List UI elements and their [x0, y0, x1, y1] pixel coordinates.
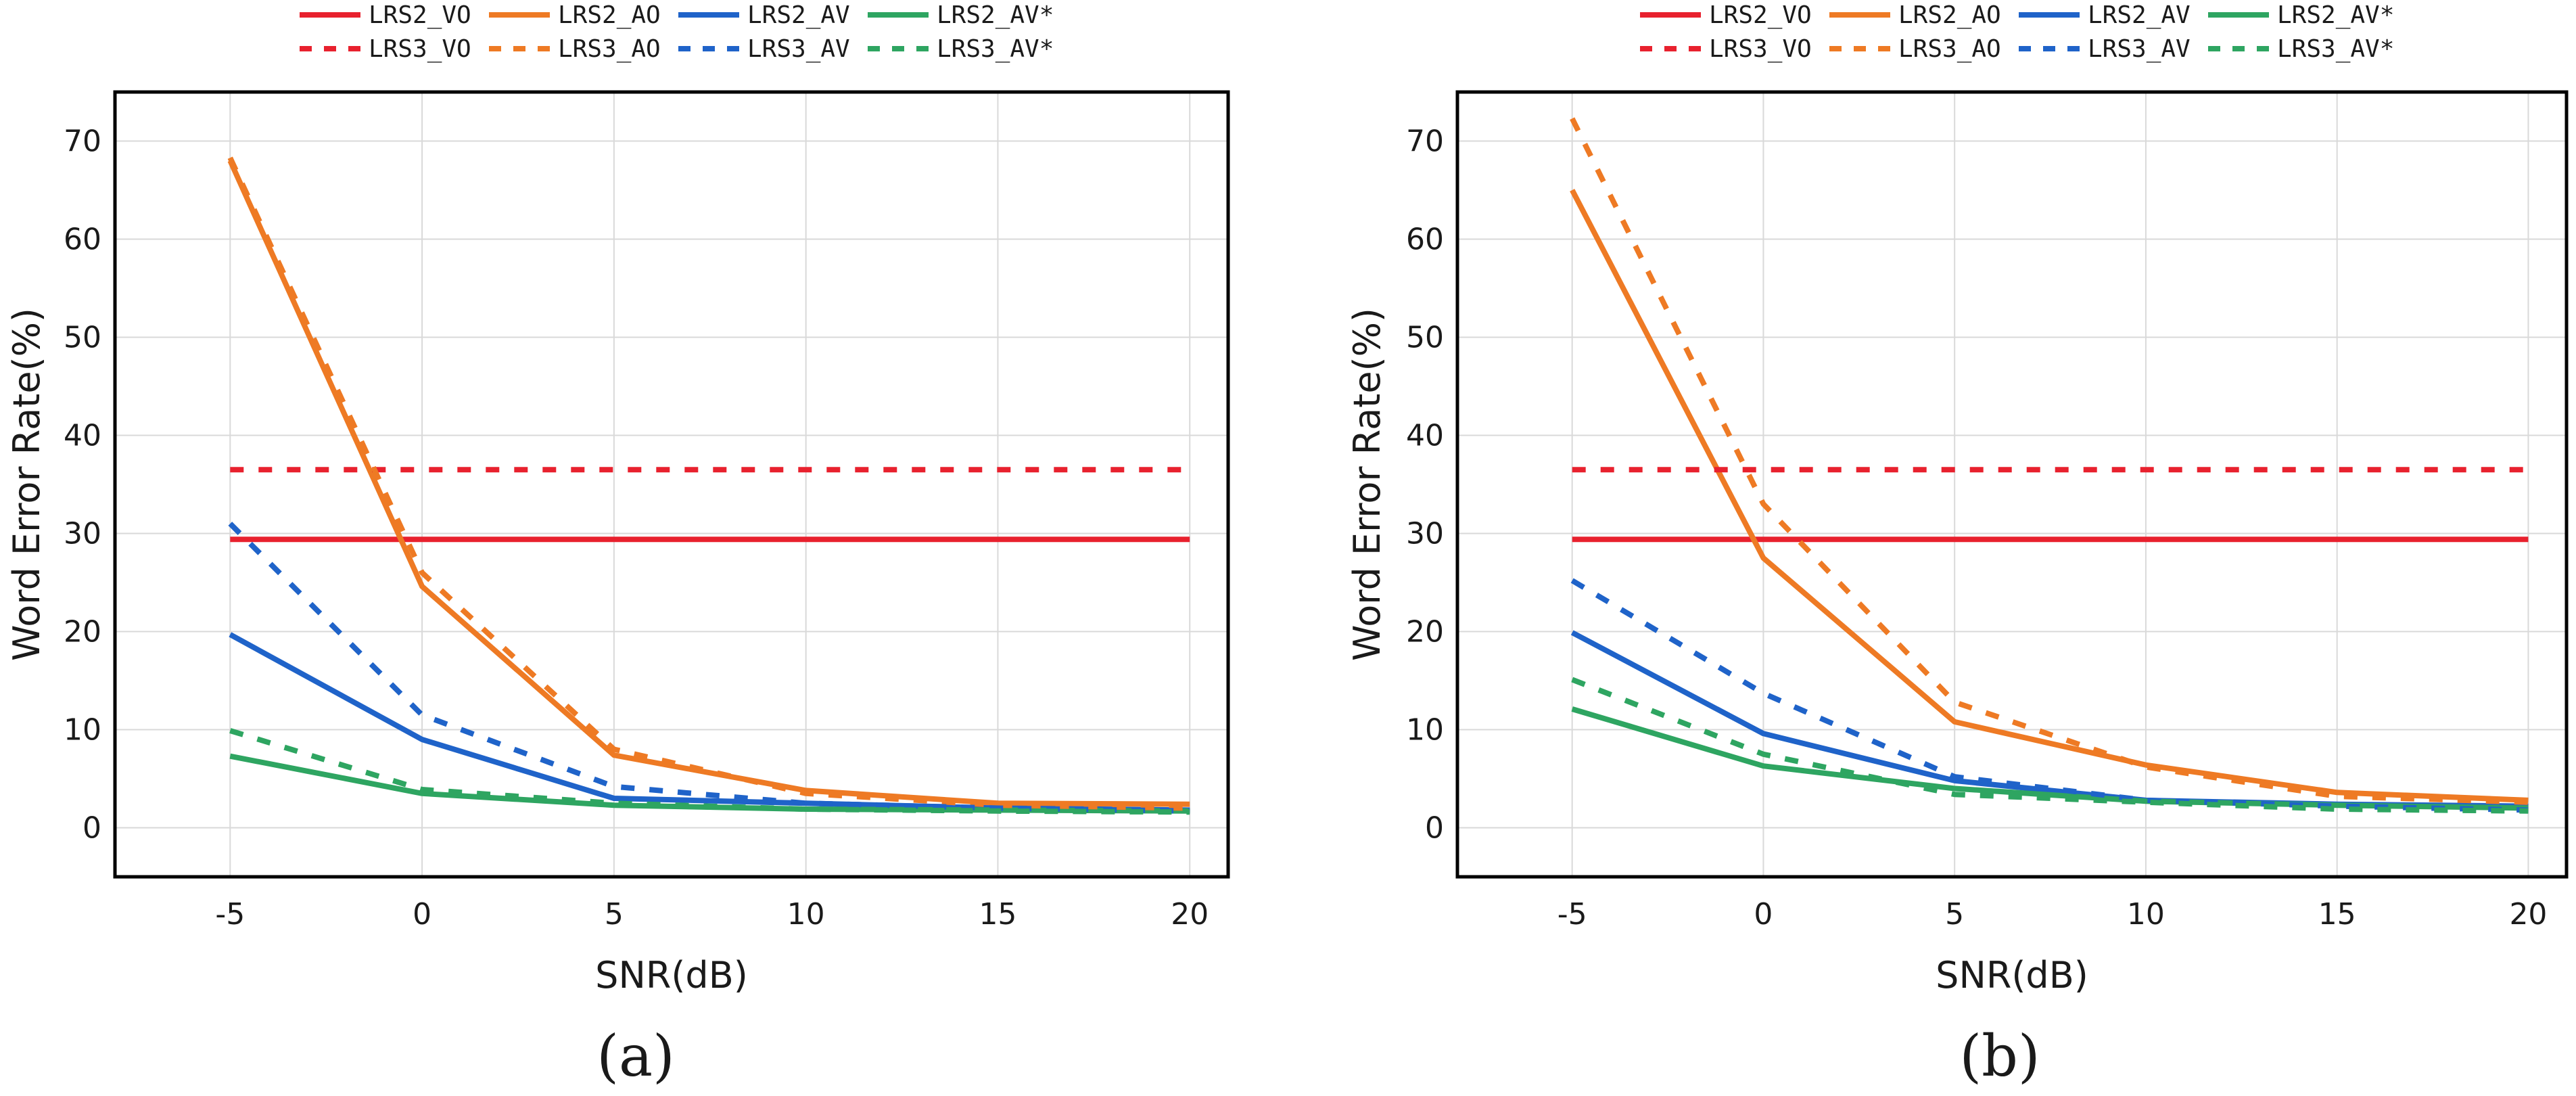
x-tick-label: 10: [2127, 897, 2165, 932]
legend-label: LRS2_AV*: [2277, 1, 2394, 29]
series-line-lrs3-ao: [227, 156, 1190, 811]
x-tick-label: -5: [215, 897, 245, 932]
y-tick-label: 30: [1406, 517, 1444, 551]
legend-label: LRS2_VO: [1709, 1, 1812, 29]
plot-frame-b: [1455, 90, 2569, 879]
y-tick-label: 70: [64, 124, 101, 159]
legend-label: LRS3_AO: [1898, 35, 2001, 63]
y-tick-label: 30: [64, 517, 101, 551]
x-tick-label: 0: [1754, 897, 1773, 932]
series-line-lrs2-ao: [1570, 189, 2529, 803]
y-axis-label-b: Word Error Rate(%): [1346, 308, 1388, 661]
grid-b: [1457, 92, 2567, 877]
y-tick-label: 70: [1406, 124, 1444, 159]
y-tick-label: 20: [1406, 615, 1444, 649]
legend-label: LRS3_VO: [369, 35, 471, 63]
series-line-lrs2-av-star: [1571, 706, 2529, 811]
legend-a: LRS2_VO LRS2_AO LRS2_AV LRS2_AV* LRS3_VO LRS3…: [300, 1, 1054, 63]
y-tick-label: 10: [64, 713, 101, 748]
y-tick-label: 50: [64, 321, 101, 355]
panel-a: LRS2_VO LRS2_AO LRS2_AV LRS2_AV* LRS3_VO LRS3…: [5, 1, 1230, 1089]
legend-label: LRS3_AV: [2088, 35, 2191, 63]
x-tick-label: 5: [1945, 897, 1964, 932]
legend-label: LRS2_AV*: [937, 1, 1054, 29]
legend-label: LRS2_AV: [747, 1, 850, 29]
series-line-lrs3-ao: [1570, 117, 2529, 805]
panel-b: LRS2_VO LRS2_AO LRS2_AV LRS2_AV* LRS3_VO LRS3…: [1346, 1, 2569, 1089]
x-tick-label: 15: [979, 897, 1016, 932]
series-line-lrs3-av-star: [229, 728, 1190, 815]
panel-label-b: (b): [1959, 1023, 2040, 1089]
x-axis-label-a: SNR(dB): [595, 954, 748, 997]
legend-label: LRS2_VO: [369, 1, 471, 29]
x-tick-label: 10: [787, 897, 825, 932]
y-tick-label: 50: [1406, 321, 1444, 355]
series-line-lrs3-av: [228, 522, 1190, 814]
plot-background-b: [1457, 92, 2567, 877]
legend-label: LRS2_AV: [2088, 1, 2191, 29]
legend-label: LRS3_AV*: [937, 35, 1054, 63]
y-tick-label: 60: [64, 223, 101, 257]
x-ticks-b: -5 0 5 10 15 20: [1558, 897, 2548, 932]
grid-a: [115, 92, 1228, 877]
x-tick-label: 15: [2318, 897, 2356, 932]
legend-label: LRS3_AO: [558, 35, 661, 63]
series-group-b: [1570, 117, 2529, 814]
x-ticks-a: -5 0 5 10 15 20: [215, 897, 1209, 932]
y-tick-label: 20: [64, 615, 101, 649]
legend-label: LRS3_AV*: [2277, 35, 2394, 63]
y-axis-label-a: Word Error Rate(%): [5, 308, 48, 661]
legend-b: LRS2_VO LRS2_AO LRS2_AV LRS2_AV* LRS3_VO LRS3…: [1640, 1, 2394, 63]
panel-label-a: (a): [596, 1023, 675, 1089]
x-tick-label: 0: [413, 897, 431, 932]
y-tick-label: 10: [1406, 713, 1444, 748]
plot-background-a: [115, 92, 1228, 877]
legend-label: LRS3_VO: [1709, 35, 1812, 63]
x-tick-label: 5: [605, 897, 624, 932]
y-tick-label: 40: [1406, 419, 1444, 453]
series-group-a: [227, 156, 1190, 815]
y-tick-label: 40: [64, 419, 101, 453]
y-ticks-b: 0 10 20 30 40 50 60 70: [1406, 124, 1444, 846]
y-ticks-a: 0 10 20 30 40 50 60 70: [64, 124, 101, 846]
series-line-lrs3-av-star: [1571, 677, 2529, 814]
plot-frame-a: [113, 90, 1230, 879]
plot-area-a: -5 0 5 10 15 20 0 10 20 30 40 50 60 70: [64, 90, 1230, 932]
legend-label: LRS2_AO: [1898, 1, 2001, 29]
legend-label: LRS2_AO: [558, 1, 661, 29]
x-tick-label: -5: [1558, 897, 1587, 932]
y-tick-label: 0: [83, 811, 101, 846]
y-tick-label: 60: [1406, 223, 1444, 257]
x-tick-label: 20: [1171, 897, 1209, 932]
x-axis-label-b: SNR(dB): [1936, 954, 2088, 997]
x-tick-label: 20: [2509, 897, 2547, 932]
legend-label: LRS3_AV: [747, 35, 850, 63]
y-tick-label: 0: [1425, 811, 1444, 846]
plot-area-b: -5 0 5 10 15 20 0 10 20 30 40 50 60 70: [1406, 90, 2569, 932]
